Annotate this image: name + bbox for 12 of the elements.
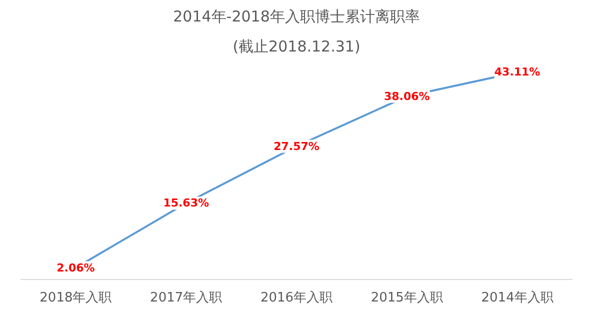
data-label: 2.06%: [56, 261, 95, 274]
x-tick-label: 2017年入职: [150, 290, 222, 306]
chart-subtitle: (截止2018.12.31): [232, 38, 360, 56]
x-tick-label: 2015年入职: [370, 290, 443, 306]
data-label: 38.06%: [384, 90, 430, 103]
chart-title: 2014年-2018年入职博士累计离职率: [173, 8, 420, 26]
data-label: 43.11%: [494, 66, 540, 79]
data-label: 27.57%: [274, 140, 320, 153]
data-label: 15.63%: [163, 196, 210, 210]
x-tick-label: 2018年入职: [40, 290, 112, 306]
x-tick-label: 2014年入职: [481, 290, 554, 306]
x-tick-label: 2016年入职: [260, 290, 333, 306]
